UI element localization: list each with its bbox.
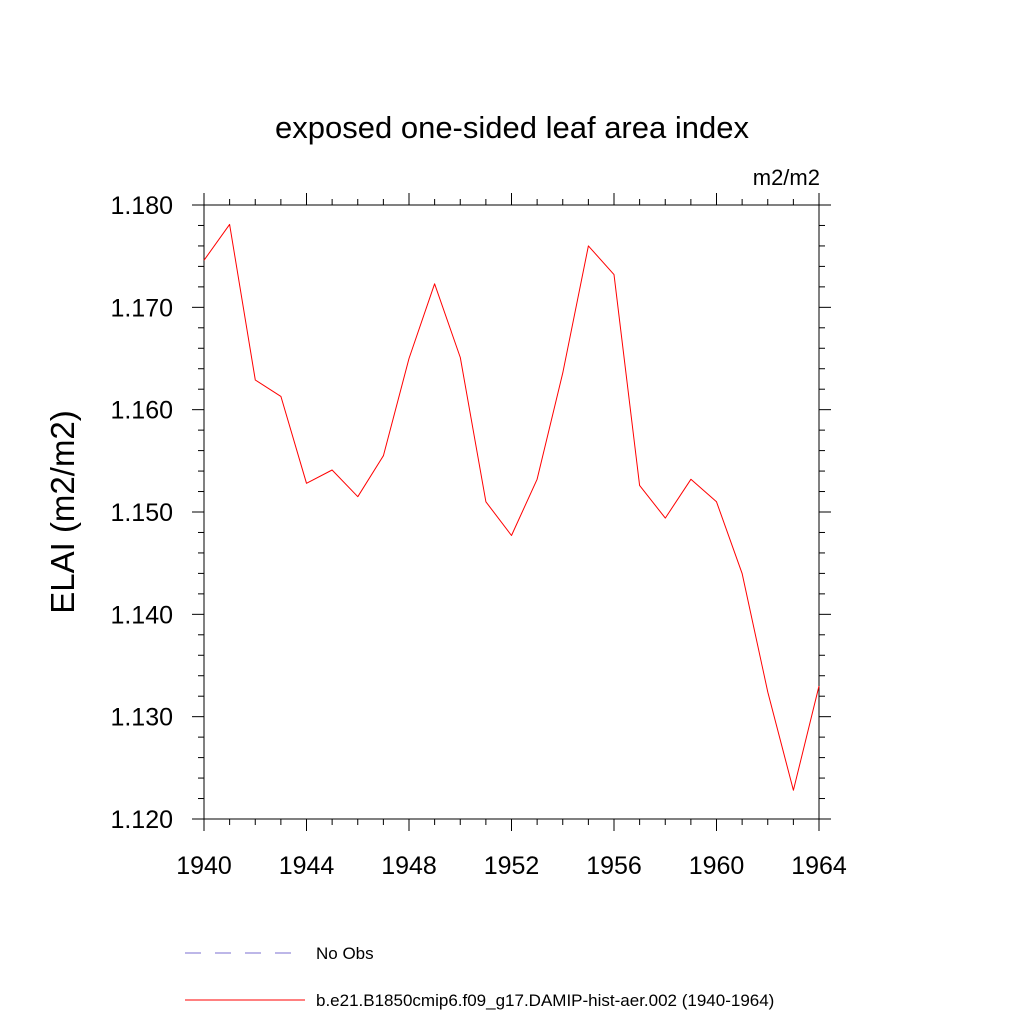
plot-frame <box>203 204 820 820</box>
legend: No Obs b.e21.B1850cmip6.f09_g17.DAMIP-hi… <box>185 944 774 1010</box>
y-tick-label: 1.140 <box>110 601 173 629</box>
x-tick-label: 1948 <box>381 852 437 880</box>
units-label: m2/m2 <box>753 165 820 190</box>
legend-label-model: b.e21.B1850cmip6.f09_g17.DAMIP-hist-aer.… <box>316 991 774 1010</box>
x-tick-label: 1964 <box>791 852 847 880</box>
series-line <box>203 223 820 791</box>
x-tick-label: 1952 <box>484 852 540 880</box>
x-tick-label: 1956 <box>586 852 642 880</box>
axis-tick-labels: 1940 1944 1948 1952 1956 1960 1964 1.120 1.130 1.… <box>110 192 846 880</box>
y-tick-label: 1.150 <box>110 499 173 527</box>
y-tick-label: 1.180 <box>110 192 173 220</box>
axis-ticks <box>192 193 831 831</box>
legend-label-no-obs: No Obs <box>316 944 374 963</box>
y-tick-label: 1.170 <box>110 294 173 322</box>
y-tick-label: 1.120 <box>110 806 173 834</box>
x-tick-label: 1944 <box>279 852 335 880</box>
y-tick-label: 1.160 <box>110 397 173 425</box>
y-tick-label: 1.130 <box>110 704 173 732</box>
series-layer <box>203 223 820 791</box>
chart-title: exposed one-sided leaf area index <box>275 110 749 145</box>
x-tick-label: 1960 <box>689 852 745 880</box>
x-tick-label: 1940 <box>176 852 232 880</box>
y-axis-label: ELAI (m2/m2) <box>44 410 81 614</box>
